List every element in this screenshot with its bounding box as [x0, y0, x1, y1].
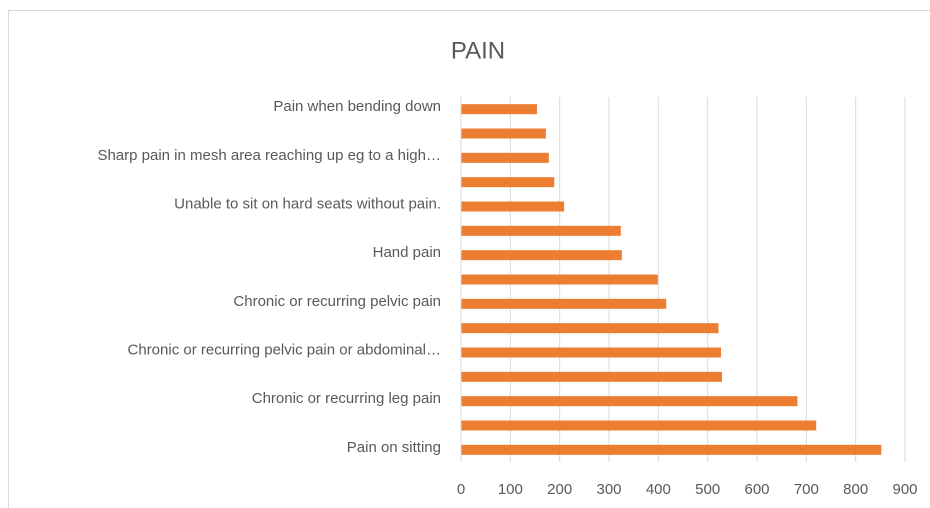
bar — [461, 201, 565, 212]
y-tick-label: Chronic or recurring leg pain — [252, 390, 441, 407]
y-tick-label: Pain when bending down — [273, 98, 441, 115]
bar — [461, 274, 658, 285]
y-tick-label: Chronic or recurring pelvic pain or abdo… — [128, 341, 441, 358]
x-tick-label: 300 — [596, 481, 621, 498]
bar — [461, 298, 667, 309]
bar — [461, 444, 882, 455]
bar — [461, 177, 555, 188]
y-tick-label: Unable to sit on hard seats without pain… — [174, 195, 441, 212]
x-tick-label: 500 — [695, 481, 720, 498]
y-tick-label: Sharp pain in mesh area reaching up eg t… — [97, 147, 441, 164]
x-tick-label: 700 — [794, 481, 819, 498]
x-tick-label: 600 — [744, 481, 769, 498]
x-tick-label: 900 — [892, 481, 917, 498]
bar — [461, 250, 622, 261]
y-tick-label: Hand pain — [373, 244, 441, 261]
x-tick-label: 100 — [498, 481, 523, 498]
bar — [461, 104, 537, 115]
bar — [461, 396, 798, 407]
x-tick-label: 800 — [843, 481, 868, 498]
bar — [461, 323, 719, 334]
bar — [461, 347, 721, 358]
bar — [461, 420, 817, 431]
bar — [461, 152, 549, 163]
y-tick-label: Pain on sitting — [347, 439, 441, 456]
bar — [461, 371, 722, 382]
x-tick-label: 0 — [457, 481, 465, 498]
chart-title: PAIN — [451, 37, 505, 64]
x-tick-label: 400 — [646, 481, 671, 498]
bar — [461, 128, 546, 139]
bar — [461, 225, 621, 236]
x-tick-label: 200 — [547, 481, 572, 498]
y-tick-label: Chronic or recurring pelvic pain — [233, 293, 441, 310]
